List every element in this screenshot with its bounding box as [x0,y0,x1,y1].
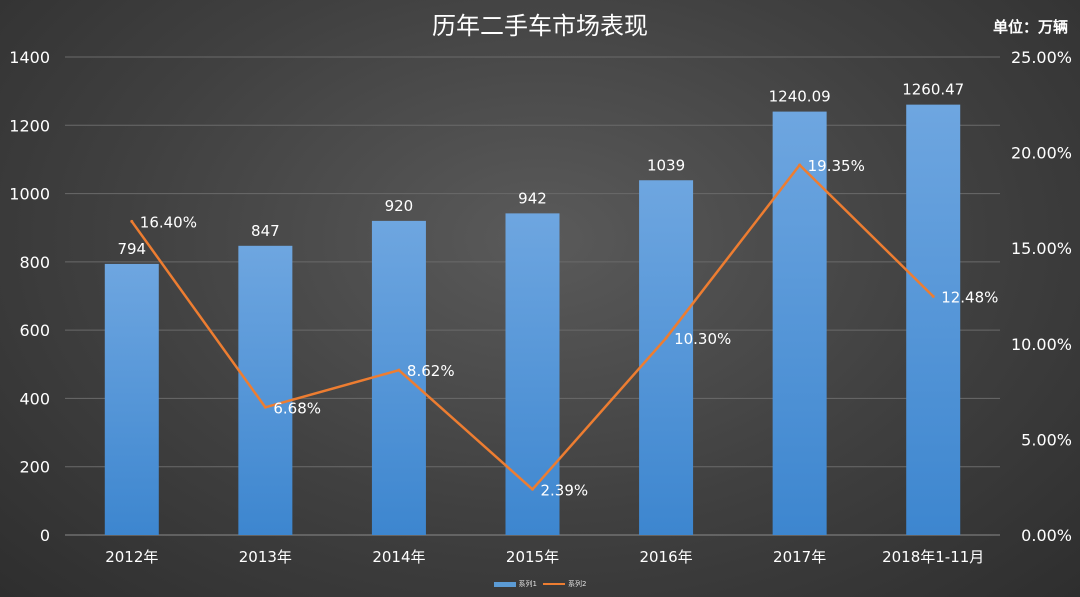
bar-data-labels: 794 847 920 942 1039 1240.09 1260.47 [117,81,964,258]
line-point [397,368,401,372]
bar-label: 920 [385,197,414,215]
bar [772,111,827,535]
x-tick-label: 2012年 [105,548,158,566]
line-label: 12.48% [941,288,998,306]
legend-label-series1: 系列1 [518,580,537,588]
left-tick-label: 800 [19,253,50,272]
left-tick-label: 0 [40,526,50,545]
left-tick-label: 1400 [9,48,50,67]
unit-label: 单位：万辆 [992,18,1068,36]
left-tick-label: 1000 [9,185,50,204]
bar [238,245,293,535]
x-tick-label: 2017年 [773,548,826,566]
right-tick-label: 5.00% [1021,430,1072,449]
line-series [130,163,935,491]
legend-label-series2: 系列2 [568,580,587,588]
line-point [531,487,534,491]
line-point [664,336,668,340]
line-point [263,405,267,409]
bar-label: 1039 [647,156,685,174]
x-tick-label: 2013年 [239,548,292,566]
legend-item-series1: 系列1 [493,579,537,589]
bar [104,263,159,535]
bar-label: 942 [518,189,547,207]
legend: 系列1 系列2 [0,579,1080,589]
legend-item-series2: 系列2 [543,579,586,589]
line-label: 8.62% [407,362,455,380]
right-axis: 0.00% 5.00% 10.00% 15.00% 20.00% 25.00% [1011,48,1072,545]
bar [906,104,961,535]
line-data-labels: 16.40% 6.68% 8.62% 2.39% 10.30% 19.35% 12.48% [140,157,999,499]
left-tick-label: 200 [19,458,50,477]
left-tick-label: 1200 [9,116,50,135]
bar-label: 794 [117,240,146,258]
line-point [130,219,134,223]
right-tick-label: 15.00% [1011,239,1072,258]
right-tick-label: 10.00% [1011,335,1072,354]
x-tick-label: 2015年 [506,548,559,566]
bar-label: 847 [251,222,280,240]
left-tick-label: 400 [19,389,50,408]
line-label: 10.30% [674,330,731,348]
line-point [931,294,935,298]
right-tick-label: 20.00% [1011,144,1072,163]
bar-label: 1260.47 [902,81,964,99]
x-axis: 2012年 2013年 2014年 2015年 2016年 2017年 2018年1-11月 [65,534,1000,566]
line-label: 19.35% [808,157,865,175]
bar-label: 1240.09 [769,88,831,106]
x-tick-label: 2018年1-11月 [882,548,984,566]
bar [505,213,560,536]
legend-swatch-bar [493,581,516,587]
line-point [798,163,802,167]
left-tick-label: 600 [19,321,50,340]
legend-swatch-line [543,583,565,585]
right-tick-label: 0.00% [1021,526,1072,545]
line-label: 2.39% [541,481,589,499]
x-tick-label: 2014年 [372,548,425,566]
left-axis: 0 200 400 600 800 1000 1200 1400 [9,48,50,545]
chart-title: 历年二手车市场表现 [432,12,648,40]
line-label: 6.68% [273,399,321,417]
bar [371,220,426,535]
x-tick-label: 2016年 [639,548,692,566]
line-label: 16.40% [140,213,197,231]
right-tick-label: 25.00% [1011,48,1072,67]
